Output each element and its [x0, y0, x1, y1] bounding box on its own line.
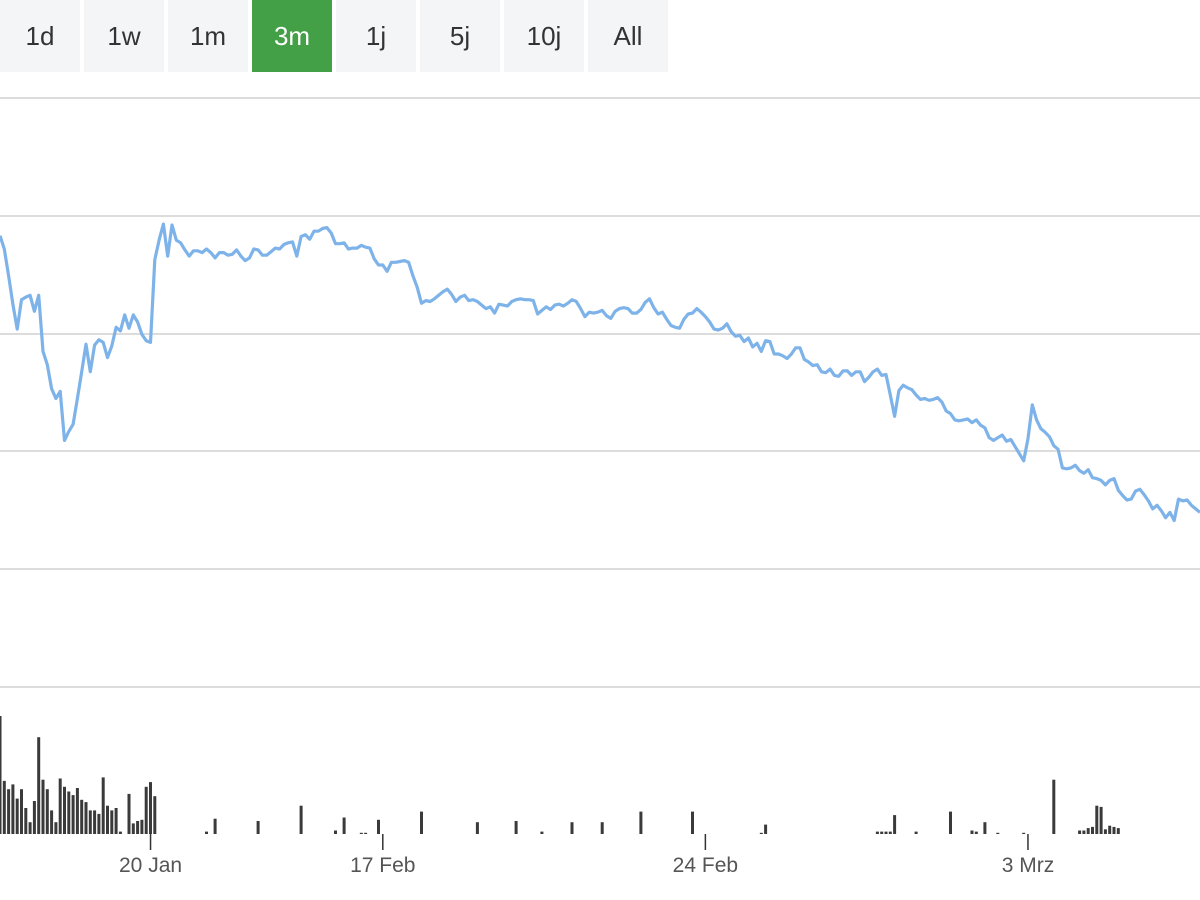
volume-bar [63, 786, 66, 834]
volume-bar [983, 822, 987, 834]
volume-bar [875, 831, 879, 834]
volume-bar [514, 821, 518, 834]
volume-bar [1108, 825, 1112, 834]
volume-bar [1078, 830, 1082, 834]
volume-bar [1103, 829, 1107, 834]
volume-bar [1022, 832, 1026, 834]
volume-bar [974, 831, 978, 834]
x-tick-label: 24 Feb [673, 854, 738, 877]
volume-bar [15, 798, 19, 834]
volume-bar [759, 832, 763, 834]
price-series [0, 222, 1200, 523]
gridlines [0, 97, 1200, 688]
volume-bar [11, 784, 15, 834]
volume-bar [884, 831, 888, 834]
range-button-1m[interactable]: 1m [168, 0, 248, 72]
volume-bar [996, 832, 1000, 834]
x-tick-label: 17 Feb [350, 854, 415, 877]
volume-bar [1086, 828, 1090, 834]
volume-bar [118, 831, 122, 834]
volume-bar [2, 780, 6, 834]
volume-bar [136, 821, 140, 834]
volume-bar [1112, 826, 1116, 834]
volume-bar [764, 824, 768, 834]
volume-bar [37, 737, 41, 834]
range-button-1w[interactable]: 1w [84, 0, 164, 72]
volume-bar [256, 821, 260, 834]
volume-bar [364, 832, 368, 834]
volume-bar [67, 791, 71, 834]
range-button-all[interactable]: All [588, 0, 668, 72]
volume-bars [0, 716, 1120, 834]
price-line [0, 222, 1200, 523]
volume-bar [475, 822, 479, 834]
volume-bar [93, 810, 97, 834]
range-button-5j[interactable]: 5j [420, 0, 500, 72]
volume-bar [205, 831, 208, 834]
volume-bar [144, 786, 148, 834]
volume-bar [691, 811, 694, 834]
volume-bar [1091, 826, 1094, 834]
volume-bar [20, 789, 23, 834]
volume-bar [914, 831, 918, 834]
volume-bar [41, 779, 45, 834]
volume-bar [1052, 779, 1056, 834]
range-button-1d[interactable]: 1d [0, 0, 80, 72]
volume-bar [880, 831, 884, 834]
volume-bar [50, 810, 54, 834]
volume-bar [1095, 805, 1099, 834]
volume-bar [106, 805, 109, 834]
volume-bar [420, 811, 423, 834]
volume-bar [0, 716, 2, 834]
volume-bar [24, 808, 28, 834]
volume-bar [1116, 828, 1120, 834]
volume-bar [359, 832, 363, 834]
range-selector: 1d 1w 1m 3m 1j 5j 10j All [0, 0, 668, 72]
volume-bar [299, 805, 303, 834]
volume-bar [639, 811, 643, 834]
volume-bar [71, 795, 75, 834]
volume-bar [970, 830, 974, 834]
volume-bar [58, 778, 62, 834]
volume-bar [570, 822, 574, 834]
volume-bar [334, 830, 337, 834]
range-button-3m[interactable]: 3m [252, 0, 332, 72]
volume-bar [101, 777, 105, 834]
volume-bar [949, 811, 952, 834]
volume-bar [131, 823, 135, 834]
volume-bar [28, 822, 32, 834]
x-tick-label: 20 Jan [119, 854, 182, 877]
volume-bar [893, 815, 897, 834]
volume-bar [377, 819, 380, 834]
x-tick-label: 3 Mrz [1002, 854, 1055, 877]
volume-bar [540, 831, 544, 834]
volume-bar [54, 822, 58, 834]
volume-bar [110, 810, 114, 834]
volume-bar [75, 788, 79, 834]
volume-bar [80, 799, 84, 834]
volume-bar [127, 793, 131, 834]
volume-bar [7, 789, 11, 834]
range-button-1j[interactable]: 1j [336, 0, 416, 72]
volume-bar [153, 796, 157, 834]
volume-bar [342, 817, 346, 834]
volume-bar [97, 813, 101, 834]
volume-bar [140, 819, 144, 834]
volume-bar [114, 808, 118, 834]
volume-bar [88, 810, 92, 834]
volume-bar [1082, 830, 1086, 834]
range-button-10j[interactable]: 10j [504, 0, 584, 72]
volume-bar [32, 801, 36, 834]
volume-bar [213, 818, 217, 834]
volume-bar [84, 802, 88, 834]
volume-bar [600, 822, 604, 834]
volume-bar [888, 831, 892, 834]
volume-bar [45, 789, 49, 834]
volume-bar [1099, 806, 1103, 834]
volume-bar [149, 782, 152, 834]
